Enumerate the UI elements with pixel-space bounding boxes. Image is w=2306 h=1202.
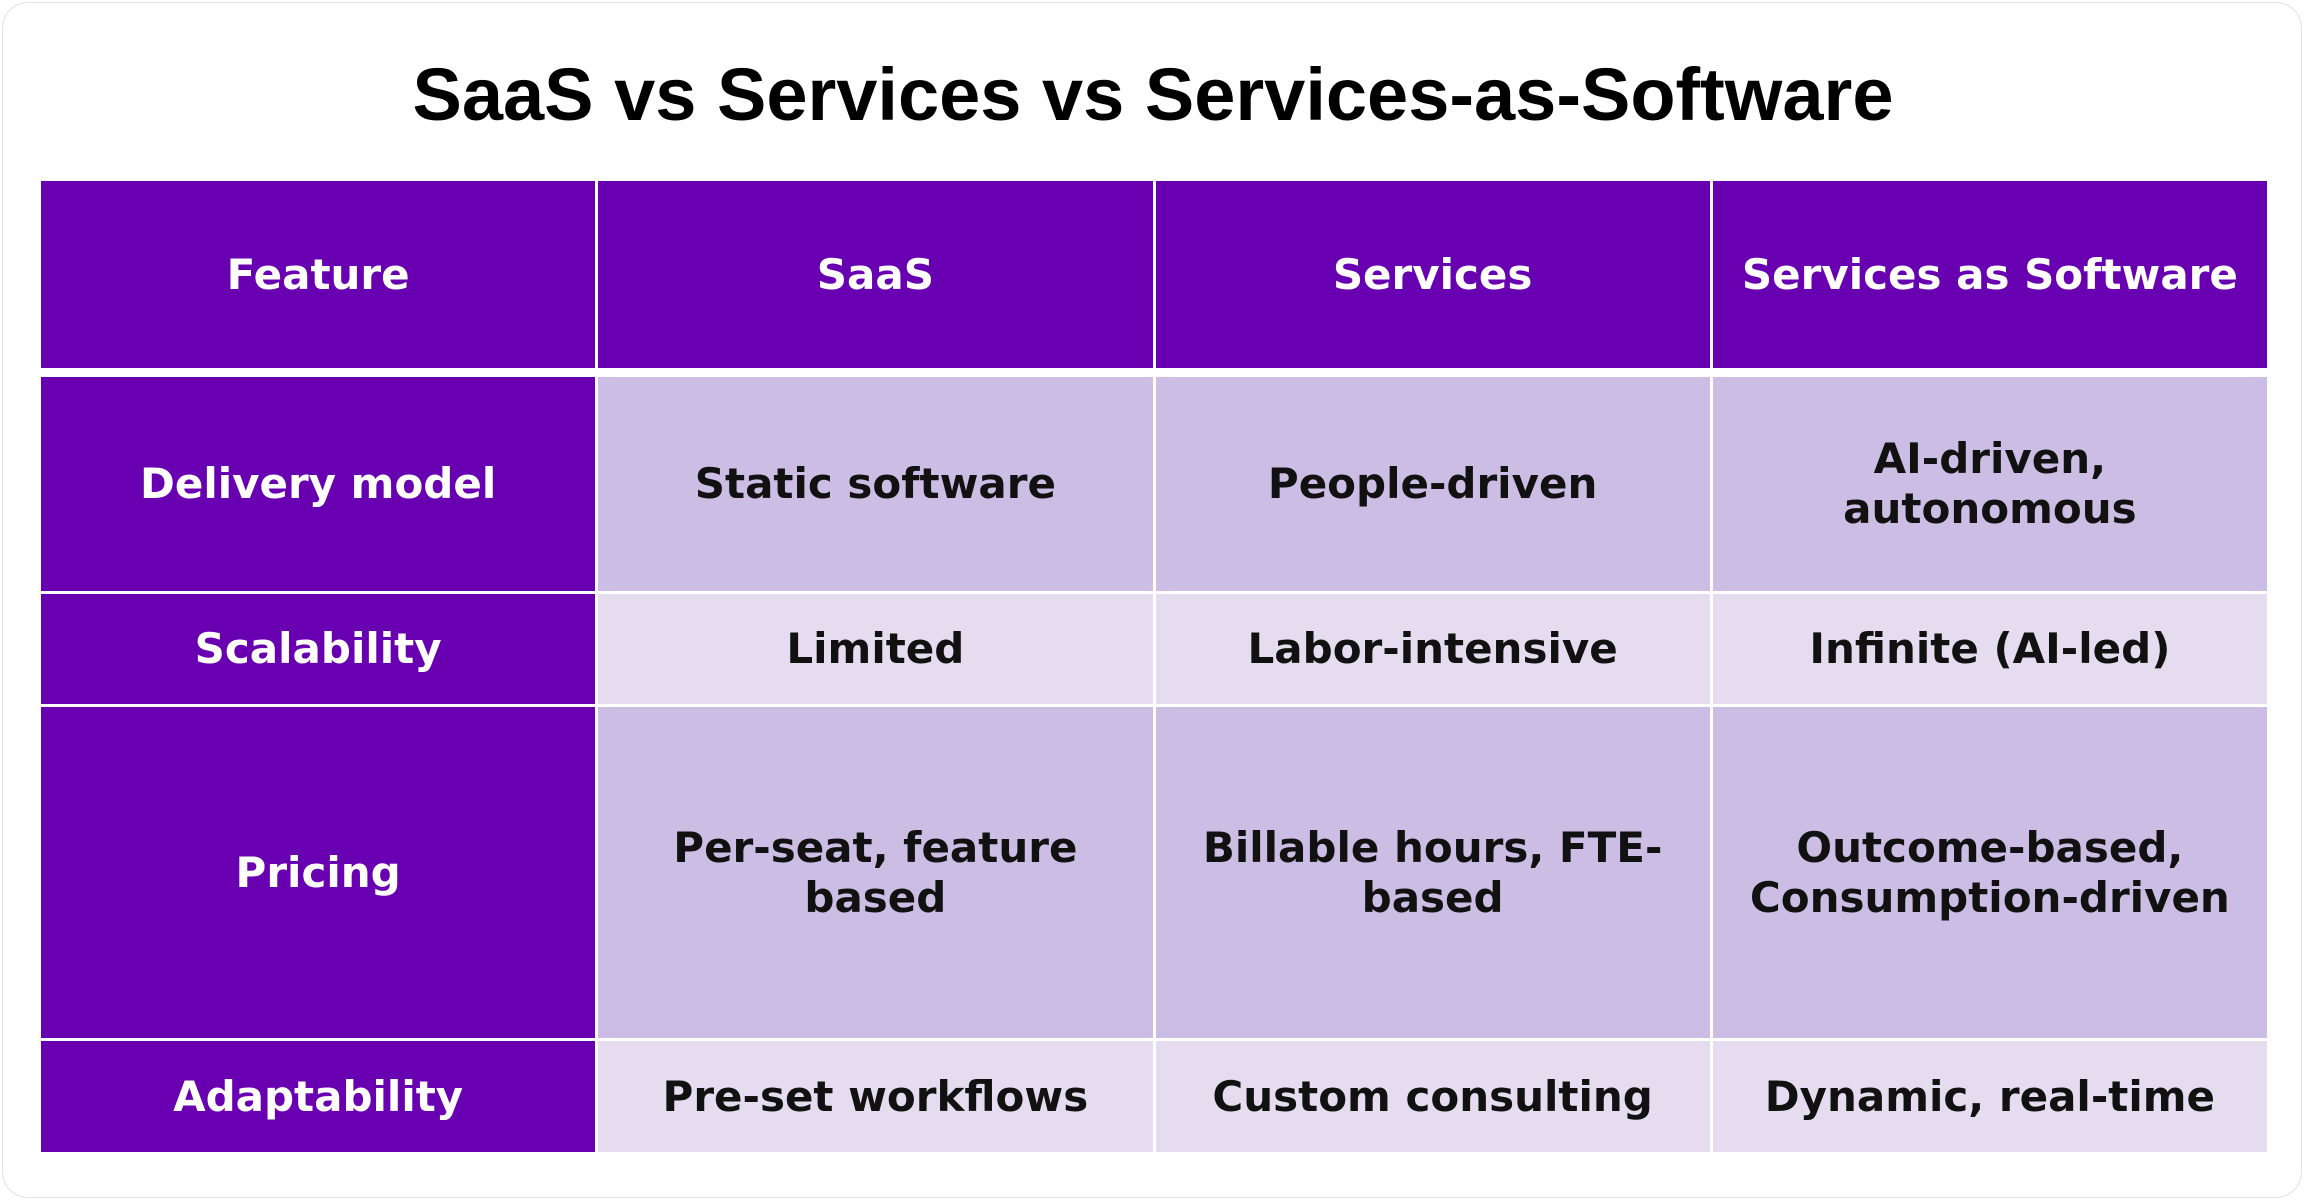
column-header: Services as Software [1712,181,2267,368]
row-header: Adaptability [41,1041,596,1152]
column-header: SaaS [598,181,1153,368]
table-cell: Custom consulting [1155,1041,1710,1152]
title: SaaS vs Services vs Services-as-Software [412,53,1894,136]
column-header: Feature [41,181,596,368]
comparison-table: Feature SaaS Services Services as Software D… [41,181,2267,1152]
table-cell: Billable hours, FTE-based [1155,707,1710,1038]
table-cell: Infinite (AI-led) [1712,594,2267,704]
row-header: Scalability [41,594,596,704]
column-header: Services [1155,181,1710,368]
table-cell: Pre-set workflows [598,1041,1153,1152]
table-cell: Dynamic, real-time [1712,1041,2267,1152]
table-cell: People-driven [1155,377,1710,591]
table-cell: AI-driven, autonomous [1712,377,2267,591]
table-cell: Outcome-based, Consumption-driven [1712,707,2267,1038]
table-cell: Limited [598,594,1153,704]
row-header: Pricing [41,707,596,1038]
table-cell: Per-seat, feature based [598,707,1153,1038]
table-cell: Labor-intensive [1155,594,1710,704]
table-cell: Static software [598,377,1153,591]
row-header: Delivery model [41,377,596,591]
